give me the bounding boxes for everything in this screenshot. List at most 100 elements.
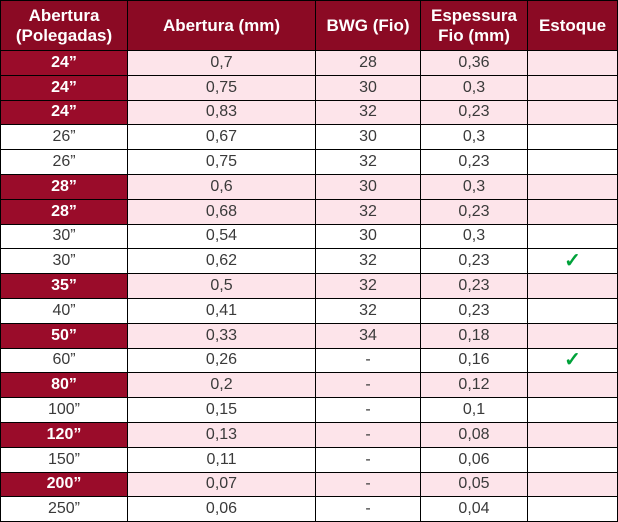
aperture-mm-cell: 0,6: [127, 173, 316, 200]
size-cell: 24”: [0, 99, 128, 126]
table-header-row: Abertura (Polegadas) Abertura (mm) BWG (…: [0, 0, 618, 51]
aperture-mm-cell: 0,2: [127, 372, 316, 399]
wire-thickness-cell: 0,18: [420, 322, 528, 349]
wire-thickness-cell: 0,12: [420, 372, 528, 399]
table-row: 24” 0,83 32 0,23: [0, 99, 618, 126]
wire-thickness-cell: 0,3: [420, 74, 528, 101]
stock-cell: [527, 124, 618, 151]
stock-cell: ✓: [527, 248, 618, 275]
table-row: 80” 0,2-0,12: [0, 372, 618, 399]
aperture-mm-cell: 0,15: [127, 397, 316, 423]
table-row: 120” 0,13-0,08: [0, 421, 618, 448]
aperture-mm-cell: 0,5: [127, 273, 316, 299]
stock-cell: [527, 273, 618, 299]
bwg-cell: 34: [315, 322, 421, 349]
size-cell: 28”: [0, 173, 128, 200]
aperture-mm-cell: 0,13: [127, 421, 316, 448]
bwg-cell: -: [315, 372, 421, 399]
size-cell: 24”: [0, 74, 128, 101]
table-row: 26” 0,67 30 0,3: [0, 124, 618, 151]
stock-cell: [527, 223, 618, 250]
stock-cell: [527, 173, 618, 200]
table-row: 24” 0,75 30 0,3: [0, 74, 618, 101]
table-row: 26” 0,75 32 0,23: [0, 149, 618, 175]
wire-thickness-cell: 0,3: [420, 223, 528, 250]
aperture-mm-cell: 0,68: [127, 198, 316, 225]
aperture-mm-cell: 0,54: [127, 223, 316, 250]
size-cell: 28”: [0, 198, 128, 225]
bwg-cell: -: [315, 496, 421, 522]
aperture-mm-cell: 0,06: [127, 496, 316, 522]
header-stock: Estoque: [527, 0, 618, 51]
header-aperture-inches: Abertura (Polegadas): [0, 0, 128, 51]
bwg-cell: 30: [315, 223, 421, 250]
aperture-mm-cell: 0,67: [127, 124, 316, 151]
wire-thickness-cell: 0,1: [420, 397, 528, 423]
stock-cell: [527, 99, 618, 126]
bwg-cell: 32: [315, 248, 421, 275]
header-wire-thickness: Espessura Fio (mm): [420, 0, 528, 51]
size-cell: 250”: [0, 496, 128, 522]
bwg-cell: 28: [315, 50, 421, 76]
bwg-cell: 32: [315, 198, 421, 225]
aperture-mm-cell: 0,83: [127, 99, 316, 126]
aperture-mm-cell: 0,41: [127, 297, 316, 324]
table-row: 30” 0,54 30 0,3: [0, 223, 618, 250]
stock-cell: [527, 74, 618, 101]
stock-cell: [527, 50, 618, 76]
bwg-cell: -: [315, 421, 421, 448]
size-cell: 30”: [0, 248, 128, 275]
bwg-cell: 32: [315, 273, 421, 299]
header-aperture-mm: Abertura (mm): [127, 0, 316, 51]
bwg-cell: 30: [315, 74, 421, 101]
size-cell: 30”: [0, 223, 128, 250]
stock-cell: [527, 322, 618, 349]
size-cell: 150”: [0, 446, 128, 473]
bwg-cell: -: [315, 471, 421, 498]
size-cell: 26”: [0, 149, 128, 175]
aperture-mm-cell: 0,07: [127, 471, 316, 498]
table-body: 24” 0,7 28 0,36 24” 0,75 30 0,3 24” 0,83 32 0,23 26”…: [0, 50, 618, 522]
table-row: 28” 0,68 32 0,23: [0, 198, 618, 225]
aperture-mm-cell: 0,75: [127, 149, 316, 175]
wire-thickness-cell: 0,06: [420, 446, 528, 473]
stock-cell: [527, 446, 618, 473]
aperture-mm-cell: 0,26: [127, 347, 316, 374]
stock-cell: [527, 397, 618, 423]
stock-cell: [527, 471, 618, 498]
bwg-cell: 32: [315, 99, 421, 126]
wire-thickness-cell: 0,23: [420, 297, 528, 324]
aperture-mm-cell: 0,33: [127, 322, 316, 349]
size-cell: 24”: [0, 50, 128, 76]
wire-thickness-cell: 0,08: [420, 421, 528, 448]
table-row: 100” 0,15-0,1: [0, 397, 618, 423]
bwg-cell: 30: [315, 124, 421, 151]
table-row: 150” 0,11-0,06: [0, 446, 618, 473]
wire-thickness-cell: 0,3: [420, 173, 528, 200]
table-row: 30” 0,62 32 0,23 ✓: [0, 248, 618, 275]
bwg-cell: 32: [315, 297, 421, 324]
table-row: 250” 0,06-0,04: [0, 496, 618, 522]
table-row: 24” 0,7 28 0,36: [0, 50, 618, 76]
size-cell: 35”: [0, 273, 128, 299]
table-row: 50” 0,33 34 0,18: [0, 322, 618, 349]
wire-thickness-cell: 0,23: [420, 99, 528, 126]
wire-thickness-cell: 0,36: [420, 50, 528, 76]
bwg-cell: 32: [315, 149, 421, 175]
bwg-cell: 30: [315, 173, 421, 200]
bwg-cell: -: [315, 397, 421, 423]
size-cell: 120”: [0, 421, 128, 448]
size-cell: 40”: [0, 297, 128, 324]
check-icon: ✓: [564, 348, 581, 371]
aperture-mm-cell: 0,75: [127, 74, 316, 101]
wire-thickness-cell: 0,05: [420, 471, 528, 498]
stock-cell: [527, 149, 618, 175]
size-cell: 100”: [0, 397, 128, 423]
wire-thickness-cell: 0,23: [420, 198, 528, 225]
stock-cell: [527, 372, 618, 399]
aperture-mm-cell: 0,7: [127, 50, 316, 76]
stock-cell: [527, 496, 618, 522]
table-row: 35” 0,5 32 0,23: [0, 273, 618, 299]
table-row: 40” 0,41 32 0,23: [0, 297, 618, 324]
